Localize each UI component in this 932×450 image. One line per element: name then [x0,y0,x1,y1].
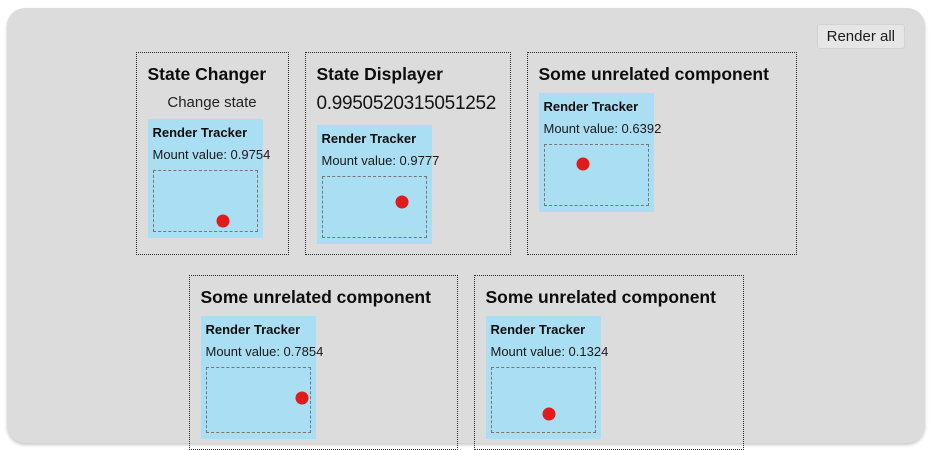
state-value: 0.9950520315051252 [316,93,497,115]
component-title: Some unrelated component [485,287,716,308]
render-indicator-dot [542,407,556,421]
mount-value-text: Mount value: 0.9754 [152,147,271,163]
render-tracker-heading: Render Tracker [205,322,301,338]
components-row-top: State Changer Change state Render Tracke… [7,52,925,256]
render-tracker: Render Tracker Mount value: 0.1324 [485,316,609,440]
render-tracker-heading: Render Tracker [321,131,417,147]
render-tracker: Render Tracker Mount value: 0.6392 [538,93,662,213]
render-tracker: Render Tracker Mount value: 0.9754 [147,119,271,239]
component-title: Some unrelated component [200,287,431,308]
component-title: State Displayer [316,64,443,84]
component-title: Some unrelated component [538,64,769,84]
render-indicator-dot [216,214,229,228]
app-canvas: Render all State Changer Change state Re… [7,8,925,450]
change-state-button[interactable]: Change state [163,93,260,112]
render-indicator-dot [395,195,409,209]
component-state-changer: State Changer Change state Render Tracke… [135,52,289,256]
render-indicator-box [543,144,649,207]
render-tracker-heading: Render Tracker [543,99,639,115]
mount-value-text: Mount value: 0.1324 [490,344,609,360]
render-indicator-box [321,176,427,239]
mount-value-text: Mount value: 0.6392 [543,121,662,137]
render-all-button[interactable]: Render all [816,24,905,49]
render-indicator-box [205,367,311,434]
mount-value-text: Mount value: 0.9777 [321,153,440,169]
render-tracker-heading: Render Tracker [152,125,248,141]
render-indicator-box [152,170,258,233]
render-indicator-box [490,367,596,434]
render-indicator-dot [576,157,590,171]
render-tracker: Render Tracker Mount value: 0.7854 [200,316,324,440]
components-row-bottom: Some unrelated component Render Tracker … [7,275,925,450]
mount-value-text: Mount value: 0.7854 [205,344,324,360]
render-tracker-heading: Render Tracker [490,322,586,338]
component-unrelated-3: Some unrelated component Render Tracker … [473,275,744,450]
component-title: State Changer [147,64,267,84]
render-indicator-dot [295,391,309,405]
component-state-displayer: State Displayer 0.9950520315051252 Rende… [304,52,511,256]
component-unrelated-2: Some unrelated component Render Tracker … [188,275,458,450]
render-tracker: Render Tracker Mount value: 0.9777 [316,125,440,245]
component-unrelated-1: Some unrelated component Render Tracker … [526,52,797,256]
